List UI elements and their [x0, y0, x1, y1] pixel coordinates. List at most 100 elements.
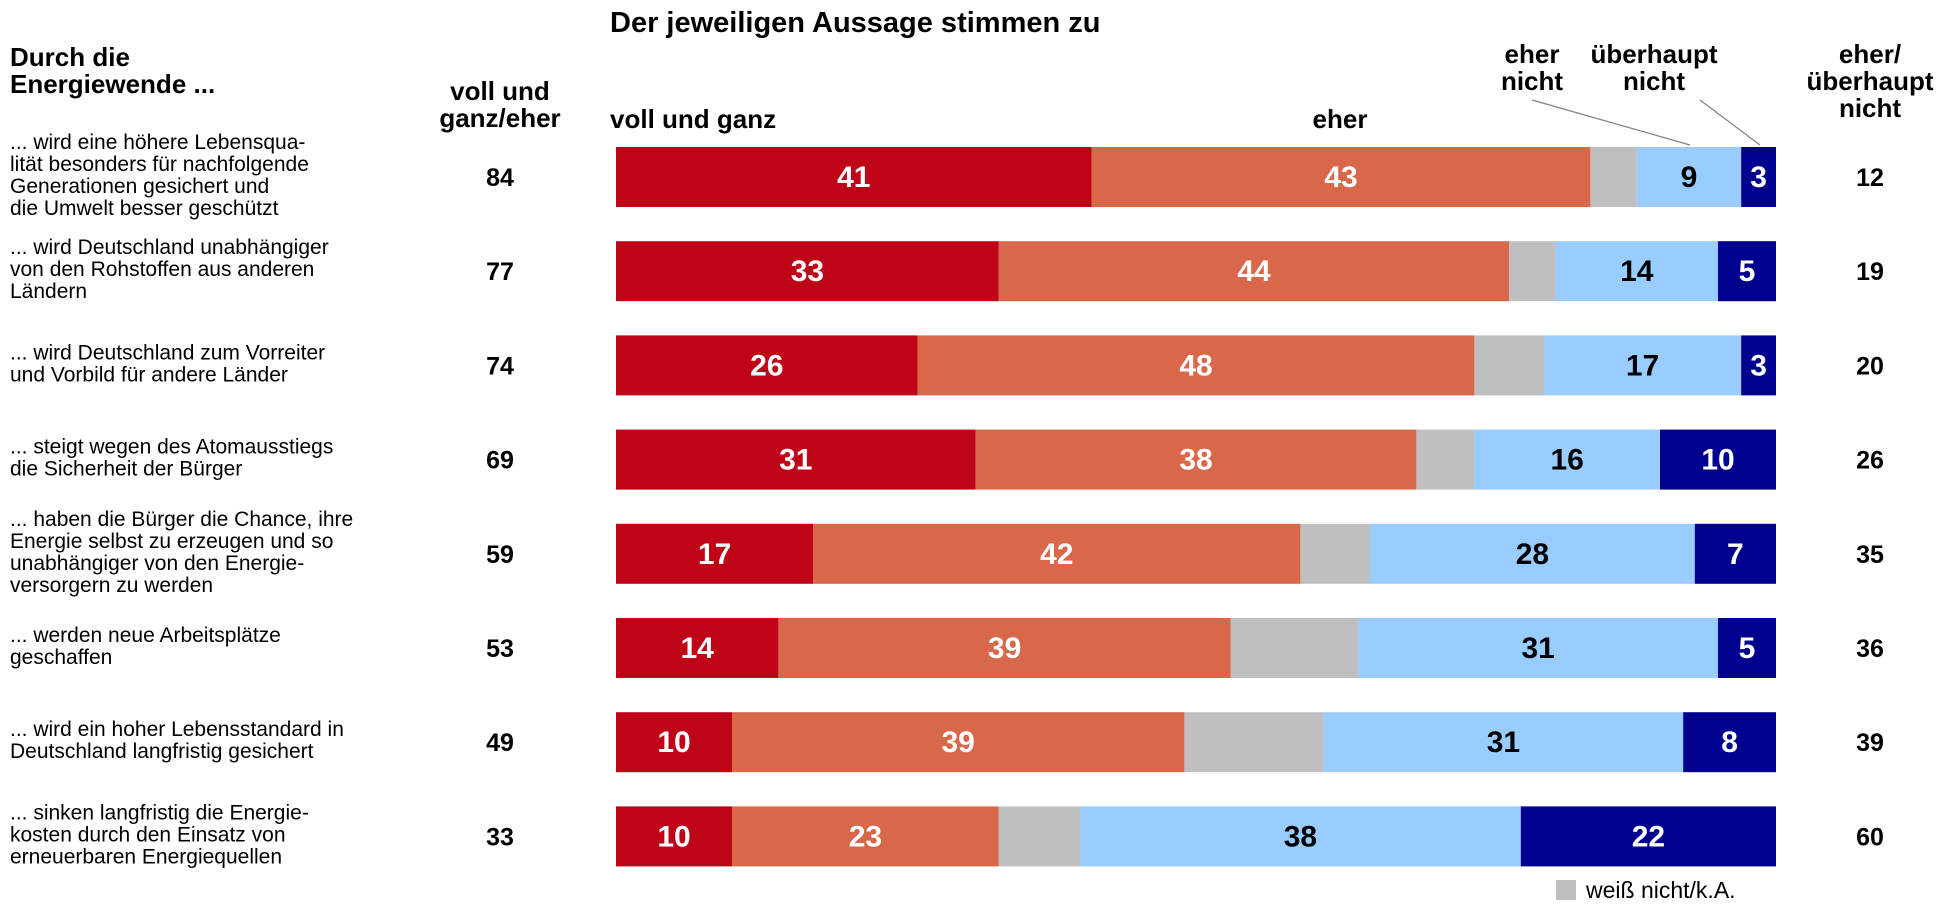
bar-segment-eher-nicht — [1555, 241, 1718, 302]
bar-value-label: 8 — [1721, 726, 1738, 759]
chart-title: Der jeweiligen Aussage stimmen zu — [610, 7, 1100, 39]
agree-total: 33 — [486, 823, 514, 851]
segment-header-voll: voll und ganz — [610, 104, 776, 134]
bar-segment-weiss-nicht — [1590, 147, 1637, 207]
row-label: ... werden neue Arbeitsplätze — [10, 624, 281, 647]
row-label: ... wird Deutschland zum Vorreiter — [10, 341, 325, 364]
bar-value-label: 28 — [1516, 538, 1549, 571]
bar-value-label: 5 — [1739, 255, 1756, 288]
row-label: die Umwelt besser geschützt — [10, 197, 279, 220]
bar-value-label: 43 — [1324, 161, 1357, 194]
bar-segment-eher — [917, 335, 1475, 396]
bar-value-label: 14 — [681, 632, 715, 665]
row-label: Generationen gesichert und — [10, 175, 269, 198]
disagree-total: 12 — [1856, 164, 1884, 192]
bar-segment-eher — [998, 241, 1510, 302]
bar-segment-weiss-nicht — [1184, 712, 1324, 773]
disagree-total: 60 — [1856, 823, 1884, 851]
bar-value-label: 42 — [1040, 538, 1073, 571]
leader-line-ueberhaupt-nicht — [1699, 99, 1761, 146]
bar-value-label: 9 — [1681, 161, 1698, 194]
row-label: ... wird ein hoher Lebensstandard in — [10, 718, 344, 741]
agree-total: 53 — [486, 635, 514, 663]
bar-value-label: 31 — [1522, 632, 1555, 665]
bar-segment-ueberhaupt-nicht — [1718, 241, 1776, 302]
row-label: Deutschland langfristig gesichert — [10, 740, 314, 763]
bar-value-label: 10 — [1701, 444, 1734, 477]
row-label: erneuerbaren Energiequellen — [10, 845, 282, 868]
row-label: ... haben die Bürger die Chance, ihre — [10, 508, 353, 531]
row-label: ... wird Deutschland unabhängiger — [10, 236, 329, 259]
disagree-total-header-line: überhaupt — [1806, 66, 1933, 96]
bar-value-label: 7 — [1727, 538, 1744, 571]
bar-segment-voll — [616, 618, 779, 678]
row-label: von den Rohstoffen aus anderen — [10, 258, 314, 281]
bar-value-label: 17 — [1626, 349, 1659, 382]
bar-value-label: 26 — [750, 349, 783, 382]
segment-header-eher-nicht: nicht — [1501, 66, 1563, 96]
row-label: ... steigt wegen des Atomausstiegs — [10, 436, 333, 459]
agree-total: 77 — [486, 258, 514, 286]
bar-value-label: 23 — [849, 820, 882, 853]
bar-segment-eher — [778, 618, 1231, 678]
disagree-total: 20 — [1856, 352, 1884, 380]
row-label: versorgern zu werden — [10, 574, 213, 597]
bar-value-label: 5 — [1739, 632, 1756, 665]
agree-total: 59 — [486, 541, 514, 569]
row-label: Ländern — [10, 280, 87, 303]
bar-segment-ueberhaupt-nicht — [1660, 429, 1776, 490]
bar-segment-weiss-nicht — [1416, 429, 1475, 490]
bar-segment-ueberhaupt-nicht — [1741, 335, 1776, 396]
bar-value-label: 3 — [1750, 349, 1767, 382]
bar-segment-voll — [616, 147, 1092, 207]
bar-segment-eher-nicht — [1323, 712, 1684, 773]
agree-total: 74 — [486, 352, 514, 380]
row-label: ... wird eine höhere Lebensqua- — [10, 131, 305, 154]
bar-segment-eher — [1091, 147, 1591, 207]
bar-value-label: 22 — [1632, 820, 1665, 853]
bar-segment-weiss-nicht — [1300, 523, 1370, 584]
agree-total: 84 — [486, 164, 514, 192]
legend-label: weiß nicht/k.A. — [1585, 877, 1736, 903]
disagree-total: 39 — [1856, 729, 1884, 757]
bar-value-label: 31 — [1487, 726, 1520, 759]
bar-value-label: 48 — [1179, 349, 1212, 382]
bar-value-label: 33 — [791, 255, 824, 288]
bar-segment-eher-nicht — [1358, 618, 1718, 678]
bar-segment-eher-nicht — [1636, 147, 1742, 207]
bar-segment-eher — [732, 712, 1185, 773]
agree-total-header-line: voll und — [450, 76, 550, 106]
segment-header-eher: eher — [1313, 104, 1368, 134]
bar-value-label: 16 — [1551, 444, 1584, 477]
row-label: lität besonders für nachfolgende — [10, 153, 309, 176]
bar-value-label: 3 — [1750, 161, 1767, 194]
row-label: unabhängiger von den Energie- — [10, 552, 304, 575]
bar-segment-eher-nicht — [1474, 429, 1660, 490]
bar-segment-eher-nicht — [1080, 806, 1521, 867]
disagree-total-header-line: eher/ — [1839, 39, 1901, 69]
bar-segment-voll — [616, 335, 918, 396]
bar-segment-ueberhaupt-nicht — [1694, 523, 1776, 584]
row-label: geschaffen — [10, 646, 112, 669]
agree-total-header-line: ganz/eher — [439, 103, 560, 133]
bar-value-label: 39 — [942, 726, 975, 759]
bar-value-label: 41 — [837, 161, 870, 194]
bar-value-label: 39 — [988, 632, 1021, 665]
bar-segment-voll — [616, 806, 732, 867]
row-label: und Vorbild für andere Länder — [10, 363, 288, 386]
bar-value-label: 10 — [657, 820, 690, 853]
bar-segment-ueberhaupt-nicht — [1683, 712, 1776, 773]
bar-segment-weiss-nicht — [998, 806, 1080, 867]
agree-total: 69 — [486, 447, 514, 475]
bar-segment-eher — [732, 806, 999, 867]
row-label: die Sicherheit der Bürger — [10, 458, 242, 481]
bar-value-label: 10 — [657, 726, 690, 759]
bar-segment-eher-nicht — [1544, 335, 1742, 396]
bar-segment-weiss-nicht — [1230, 618, 1359, 678]
bar-segment-voll — [616, 241, 999, 302]
row-label: kosten durch den Einsatz von — [10, 823, 286, 846]
disagree-total: 35 — [1856, 541, 1884, 569]
disagree-total: 26 — [1856, 447, 1884, 475]
bar-segment-eher — [975, 429, 1417, 490]
